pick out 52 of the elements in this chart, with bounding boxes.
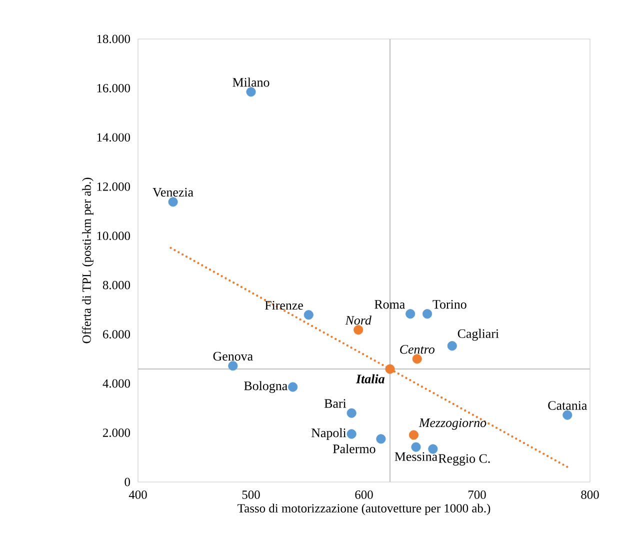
annotation: Roma (374, 300, 405, 309)
x-tick-label: 800 (581, 490, 599, 499)
y-tick-label: 16.000 (97, 84, 130, 92)
x-tick-label: 400 (128, 490, 147, 499)
x-axis-title: Tasso di motorizzazione (autovetture per 1000 ab.) (238, 504, 490, 516)
y-tick-label: 4.000 (102, 379, 130, 388)
point (412, 354, 422, 364)
annotation: Nord (345, 316, 372, 325)
annotation: Bologna (244, 381, 288, 393)
y-tick-label: 10.000 (97, 232, 130, 240)
point (288, 382, 298, 392)
annotation: Catania (548, 401, 588, 410)
annotation: Mezzogiorno (418, 418, 486, 430)
annotation: Cagliari (458, 328, 499, 341)
annotation: Centro (400, 345, 434, 354)
y-tick-label: 8.000 (102, 280, 130, 290)
annotation: Messina (394, 452, 438, 461)
point (168, 197, 178, 207)
x-tick-label: 500 (242, 490, 260, 499)
point (562, 410, 572, 420)
y-tick-label: 12.000 (97, 182, 130, 191)
point (346, 408, 356, 418)
point (376, 434, 386, 444)
point (228, 361, 238, 371)
annotation: Bari (324, 399, 346, 408)
point (304, 310, 314, 320)
point (406, 309, 416, 319)
point (408, 430, 419, 440)
x-tick-label: 600 (355, 490, 373, 499)
point (422, 309, 432, 319)
annotation: Genova (213, 352, 253, 361)
annotation: Venezia (152, 188, 194, 197)
point (354, 325, 364, 335)
annotation: Firenze (264, 300, 303, 310)
annotation: Torino (432, 300, 466, 309)
y-tick-label: 2.000 (103, 428, 130, 437)
y-tick-label: 6.000 (103, 330, 130, 339)
point (385, 364, 395, 374)
annotation: Napoli (312, 428, 346, 440)
y-axis-title: Offerta di TPL (posti-km per ab.) (82, 178, 94, 344)
annotation: Reggio C. (438, 454, 490, 466)
y-tick-label: 18.000 (97, 34, 130, 44)
annotation: Palermo (332, 444, 376, 454)
y-tick-label: 0 (124, 478, 130, 486)
annotation: Milano (232, 78, 270, 87)
point (346, 429, 356, 439)
annotation: Italia (356, 374, 384, 384)
point (447, 341, 457, 351)
y-tick-label: 14.000 (97, 133, 130, 142)
point (246, 87, 256, 97)
x-tick-label: 700 (468, 490, 486, 499)
point (411, 442, 421, 452)
